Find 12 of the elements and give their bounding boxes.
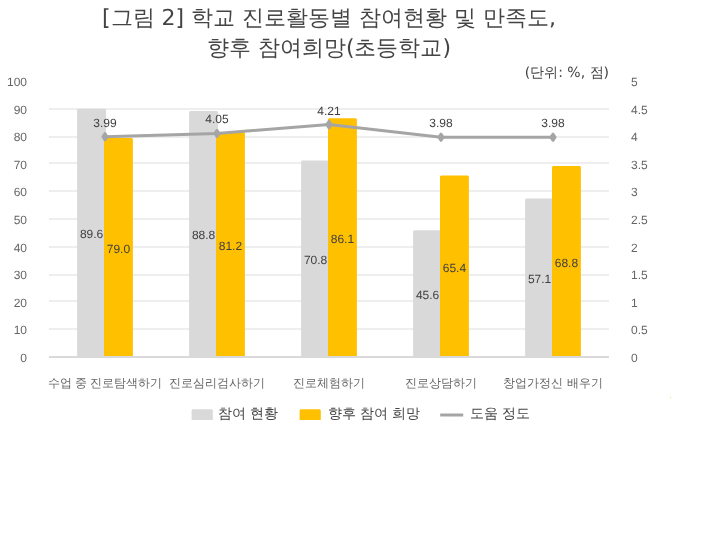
bar (440, 175, 469, 357)
chart-title: [그림 2] 학교 진로활동별 참여현황 및 만족도, (101, 5, 557, 31)
bar (104, 137, 133, 357)
bar (216, 131, 245, 357)
bar (552, 166, 581, 357)
point (101, 131, 109, 142)
chart-subtitle: 향후 참여희망(초등학교) (206, 35, 452, 61)
point (213, 128, 221, 139)
point (325, 119, 333, 130)
bar (328, 118, 357, 357)
point (549, 132, 557, 143)
point (437, 132, 445, 143)
